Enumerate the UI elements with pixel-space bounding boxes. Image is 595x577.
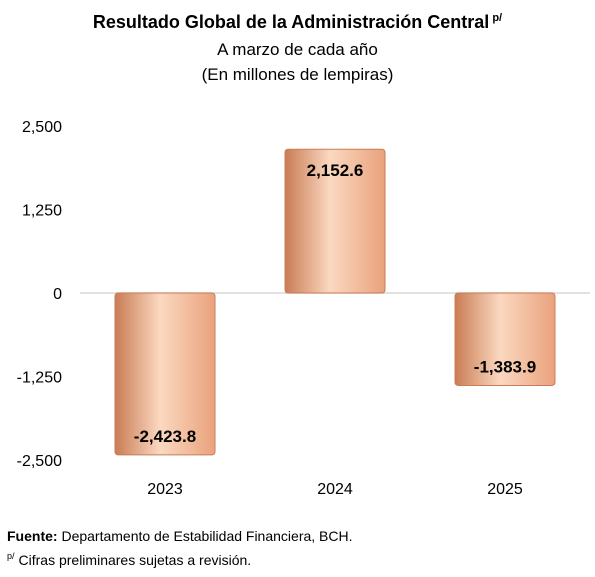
bars [114, 148, 556, 456]
source-note: Fuente: Departamento de Estabilidad Fina… [7, 528, 353, 544]
bar-2024 [284, 148, 386, 294]
x-tick-label-2024: 2024 [317, 481, 353, 498]
chart-title-text: Resultado Global de la Administración Ce… [92, 12, 490, 32]
chart-title: Resultado Global de la Administración Ce… [0, 12, 595, 33]
bar-2023 [114, 292, 216, 456]
chart-units: (En millones de lempiras) [201, 65, 394, 84]
y-tick-label: -2,500 [17, 453, 62, 470]
note-text: Cifras preliminares sujetas a revisión. [18, 552, 252, 568]
y-tick-label: 0 [53, 286, 62, 303]
y-tick-label: 2,500 [22, 119, 62, 136]
chart-subtitle: A marzo de cada año [217, 40, 378, 59]
data-label-2024: 2,152.6 [307, 161, 364, 180]
y-tick-label: 1,250 [22, 203, 62, 220]
source-text: Departamento de Estabilidad Financiera, … [57, 528, 353, 544]
bar-2025 [454, 292, 556, 386]
preliminary-note: p/Cifras preliminares sujetas a revisión… [7, 551, 251, 568]
bar-chart: 2,500 1,250 0 -1,250 -2,500 2023 2024 2025 -2,4… [17, 119, 590, 498]
x-tick-label-2025: 2025 [487, 481, 523, 498]
note-mark: p/ [7, 551, 15, 561]
data-label-2023: -2,423.8 [134, 427, 196, 446]
data-labels: -2,423.8 2,152.6 -1,383.9 [134, 161, 536, 446]
preliminary-mark: p/ [492, 12, 503, 24]
data-label-2025: -1,383.9 [474, 357, 536, 376]
y-tick-label: -1,250 [17, 370, 62, 387]
x-tick-label-2023: 2023 [147, 481, 183, 498]
source-label: Fuente: [7, 528, 58, 544]
